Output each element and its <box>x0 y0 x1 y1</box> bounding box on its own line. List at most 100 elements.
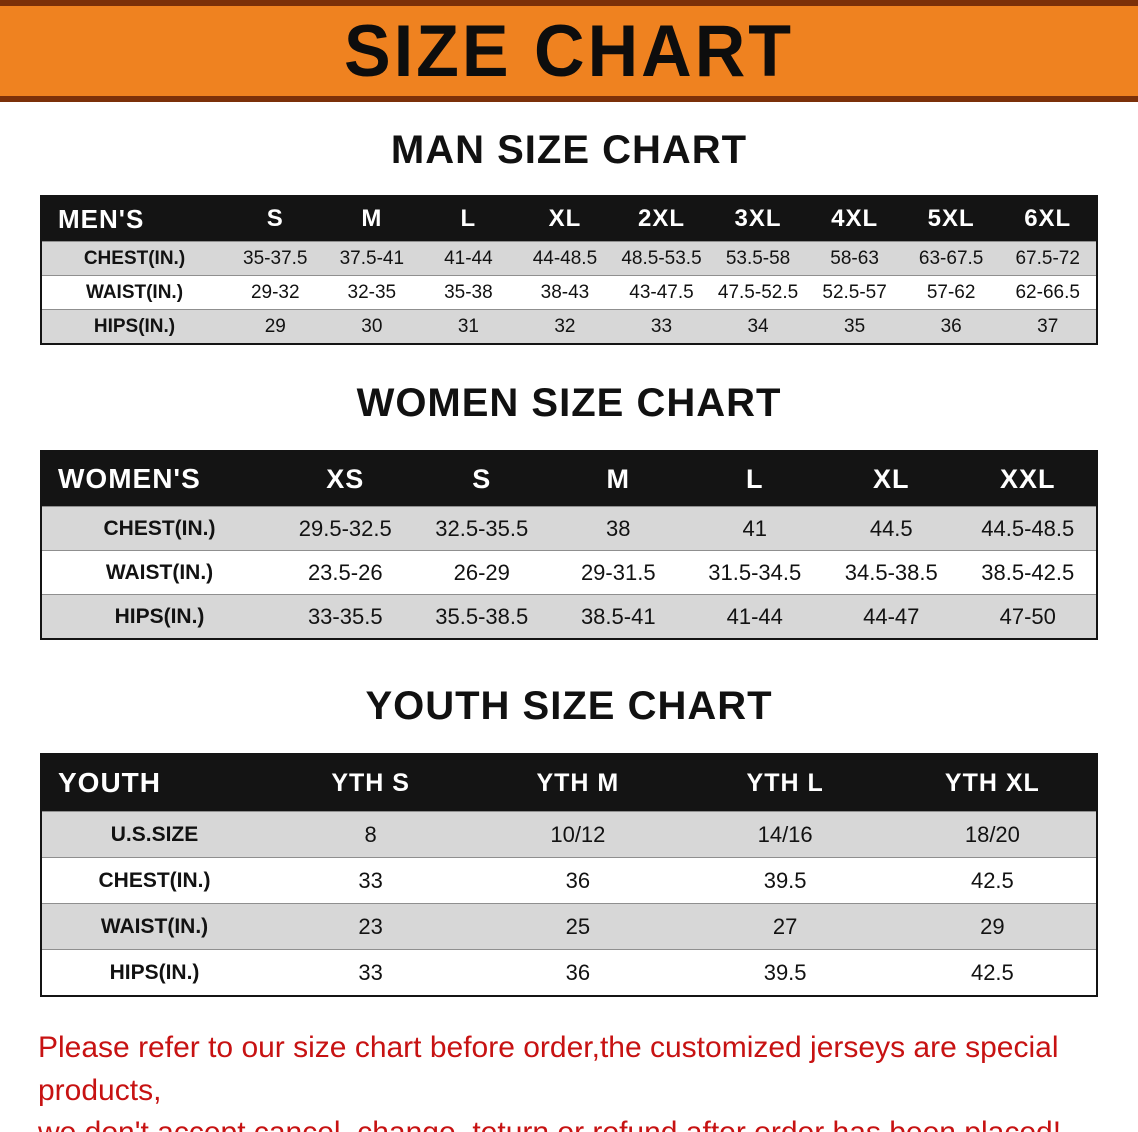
size-value-cell: 32.5-35.5 <box>435 515 529 541</box>
size-value-cell: 37.5-41 <box>339 247 405 269</box>
row-label: CHEST(IN.) <box>98 868 211 892</box>
table-row: WAIST(IN.) 23 25 27 29 <box>42 903 1096 949</box>
size-column-header: 5XL <box>927 205 975 232</box>
size-value-cell: 35-37.5 <box>243 247 308 269</box>
size-value-cell: 42.5 <box>970 959 1014 985</box>
size-value-cell: 38-43 <box>540 281 590 303</box>
table-row: WAIST(IN.) 23.5-26 26-29 29-31.5 31.5-34.5 34… <box>42 550 1096 594</box>
size-value-cell: 62-66.5 <box>1015 281 1080 303</box>
size-value-cell: 44-47 <box>863 603 920 629</box>
size-column-header: 3XL <box>734 205 782 232</box>
size-value-cell: 26-29 <box>453 559 510 585</box>
men-section-heading: MAN SIZE CHART <box>390 128 748 172</box>
table-row: HIPS(IN.) 33 36 39.5 42.5 <box>42 949 1096 995</box>
size-value-cell: 41 <box>742 515 767 541</box>
size-value-cell: 29.5-32.5 <box>298 515 392 541</box>
disclaimer-line-2: we don't accept cancel, change, teturn o… <box>38 1112 1100 1132</box>
size-value-cell: 32 <box>554 315 576 337</box>
size-value-cell: 23 <box>358 913 383 939</box>
table-header-row: WOMEN'S XS S M L XL XXL <box>42 452 1096 506</box>
men-size-table: MEN'S S M L XL 2XL 3XL 4XL 5XL 6XL CHEST(IN.) 35-37… <box>40 195 1098 345</box>
table-row: HIPS(IN.) 33-35.5 35.5-38.5 38.5-41 41-44 44-… <box>42 594 1096 638</box>
size-column-header: XS <box>326 463 365 494</box>
size-value-cell: 35 <box>844 315 866 337</box>
size-column-header: YTH S <box>331 768 410 797</box>
size-value-cell: 67.5-72 <box>1015 247 1080 269</box>
size-value-cell: 29 <box>264 315 286 337</box>
size-column-header: YTH XL <box>944 768 1040 797</box>
size-column-header: L <box>746 463 764 494</box>
size-value-cell: 44-48.5 <box>532 247 598 269</box>
row-label: WAIST(IN.) <box>105 560 214 584</box>
size-value-cell: 36 <box>565 959 591 985</box>
size-value-cell: 35.5-38.5 <box>435 603 529 629</box>
size-value-cell: 33 <box>650 315 673 337</box>
table-row: CHEST(IN.) 35-37.5 37.5-41 41-44 44-48.5 48.5… <box>42 241 1096 275</box>
size-value-cell: 14/16 <box>757 821 813 847</box>
size-column-header: M <box>606 463 630 494</box>
size-value-cell: 57-62 <box>926 281 976 303</box>
size-column-header: S <box>266 205 284 232</box>
row-label: CHEST(IN.) <box>103 516 216 540</box>
women-size-section: WOMEN SIZE CHART WOMEN'S XS S M L XL XXL CHEST(… <box>0 381 1138 640</box>
size-value-cell: 23.5-26 <box>307 559 383 585</box>
row-label: HIPS(IN.) <box>114 604 205 628</box>
size-column-header: L <box>460 205 477 232</box>
size-value-cell: 58-63 <box>830 247 879 269</box>
size-value-cell: 34.5-38.5 <box>844 559 938 585</box>
youth-size-table: YOUTH YTH S YTH M YTH L YTH XL U.S.SIZE 8 10/12… <box>40 753 1098 997</box>
size-value-cell: 42.5 <box>970 867 1014 893</box>
size-column-header: XL <box>548 205 582 232</box>
size-value-cell: 18/20 <box>964 821 1020 847</box>
size-value-cell: 31.5-34.5 <box>708 559 802 585</box>
size-column-header: M <box>361 205 383 232</box>
youth-size-section: YOUTH SIZE CHART YOUTH YTH S YTH M YTH L YTH… <box>0 684 1138 997</box>
row-label: WAIST(IN.) <box>100 914 209 938</box>
table-row: CHEST(IN.) 33 36 39.5 42.5 <box>42 857 1096 903</box>
size-value-cell: 29 <box>980 913 1005 939</box>
row-label: HIPS(IN.) <box>109 960 200 984</box>
size-value-cell: 25 <box>565 913 591 939</box>
size-value-cell: 33-35.5 <box>307 603 383 629</box>
size-column-header: XL <box>872 463 910 494</box>
size-value-cell: 41-44 <box>726 603 783 629</box>
size-value-cell: 38 <box>606 515 631 541</box>
size-value-cell: 38.5-42.5 <box>981 559 1075 585</box>
size-value-cell: 38.5-41 <box>580 603 656 629</box>
table-title-cell: YOUTH <box>58 767 161 798</box>
row-label: WAIST(IN.) <box>85 281 184 303</box>
size-chart-banner: SIZE CHART <box>0 0 1138 102</box>
size-value-cell: 37 <box>1037 315 1059 337</box>
size-value-cell: 30 <box>361 315 383 337</box>
size-value-cell: 63-67.5 <box>918 247 984 269</box>
size-column-header: YTH L <box>746 768 824 797</box>
size-value-cell: 31 <box>457 315 479 337</box>
size-value-cell: 33 <box>358 959 383 985</box>
table-row: WAIST(IN.) 29-32 32-35 35-38 38-43 43-47.5 47.… <box>42 275 1096 309</box>
size-value-cell: 48.5-53.5 <box>621 247 702 269</box>
footer-disclaimer: Please refer to our size chart before or… <box>38 1027 1100 1132</box>
size-value-cell: 41-44 <box>444 247 493 269</box>
women-size-table: WOMEN'S XS S M L XL XXL CHEST(IN.) 29.5-32.5 32.5… <box>40 450 1098 640</box>
table-row: U.S.SIZE 8 10/12 14/16 18/20 <box>42 811 1096 857</box>
size-value-cell: 44.5 <box>869 515 913 541</box>
table-row: CHEST(IN.) 29.5-32.5 32.5-35.5 38 41 44.5 44.5… <box>42 506 1096 550</box>
row-label: HIPS(IN.) <box>93 315 176 337</box>
size-value-cell: 36 <box>565 867 591 893</box>
size-value-cell: 10/12 <box>550 821 606 847</box>
size-column-header: XXL <box>999 463 1056 494</box>
table-title-cell: WOMEN'S <box>58 463 201 494</box>
size-value-cell: 43-47.5 <box>629 281 694 303</box>
size-value-cell: 52.5-57 <box>822 281 887 303</box>
size-value-cell: 8 <box>364 821 377 847</box>
size-column-header: 4XL <box>831 205 879 232</box>
size-column-header: YTH M <box>536 768 620 797</box>
size-column-header: 6XL <box>1024 205 1072 232</box>
size-value-cell: 44.5-48.5 <box>981 515 1075 541</box>
banner-title: SIZE CHART <box>344 10 794 92</box>
size-value-cell: 29-32 <box>250 281 300 303</box>
size-value-cell: 32-35 <box>347 281 397 303</box>
youth-section-heading: YOUTH SIZE CHART <box>365 684 773 728</box>
size-column-header: S <box>472 463 492 494</box>
size-value-cell: 35-38 <box>444 281 493 303</box>
